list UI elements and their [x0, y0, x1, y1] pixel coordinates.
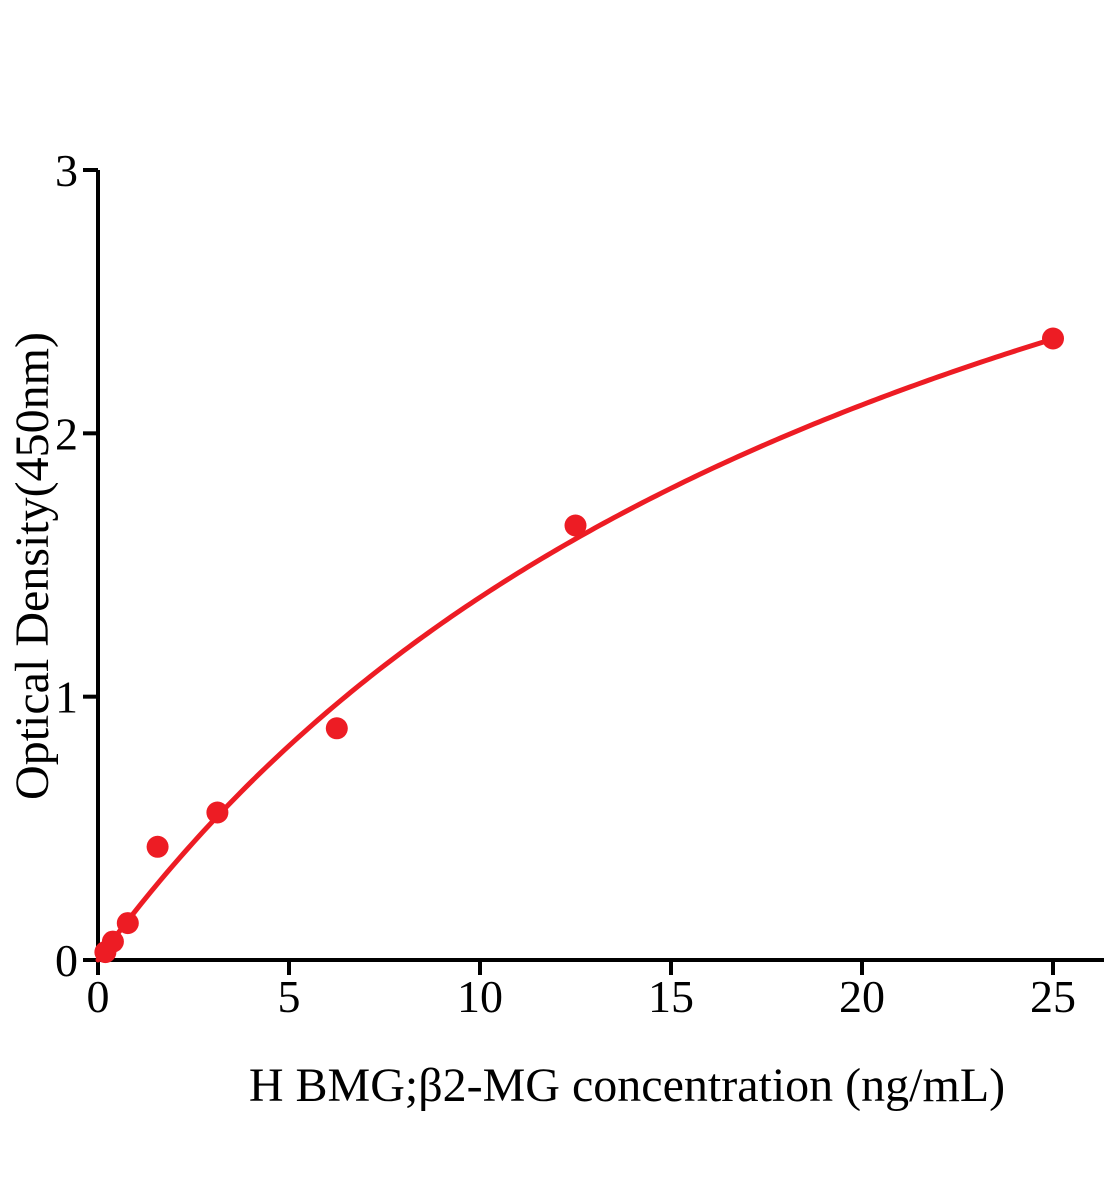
x-tick-label: 25 — [1030, 971, 1076, 1022]
y-axis-title: Optical Density(450nm) — [6, 332, 59, 800]
x-tick-label: 15 — [648, 971, 694, 1022]
data-point — [146, 835, 169, 858]
x-tick-label: 0 — [87, 971, 110, 1022]
y-tick-label: 3 — [55, 145, 78, 196]
data-point — [325, 717, 348, 740]
x-axis-title: H BMG;β2-MG concentration (ng/mL) — [249, 1059, 1005, 1112]
data-point — [564, 514, 587, 537]
data-point — [206, 801, 229, 824]
y-tick-label: 1 — [55, 672, 78, 723]
axes: 0 5 10 15 20 25 0 1 2 3 — [55, 145, 1104, 1022]
data-point — [1042, 327, 1064, 350]
y-tick-label: 0 — [55, 935, 78, 986]
fit-curve — [95, 336, 1056, 963]
x-tick-label: 10 — [457, 971, 503, 1022]
y-tick-label: 2 — [55, 408, 78, 459]
x-tick-label: 5 — [278, 971, 301, 1022]
data-point — [101, 930, 124, 953]
x-tick-label: 20 — [839, 971, 885, 1022]
plot-area — [94, 327, 1064, 964]
data-point — [116, 912, 139, 935]
